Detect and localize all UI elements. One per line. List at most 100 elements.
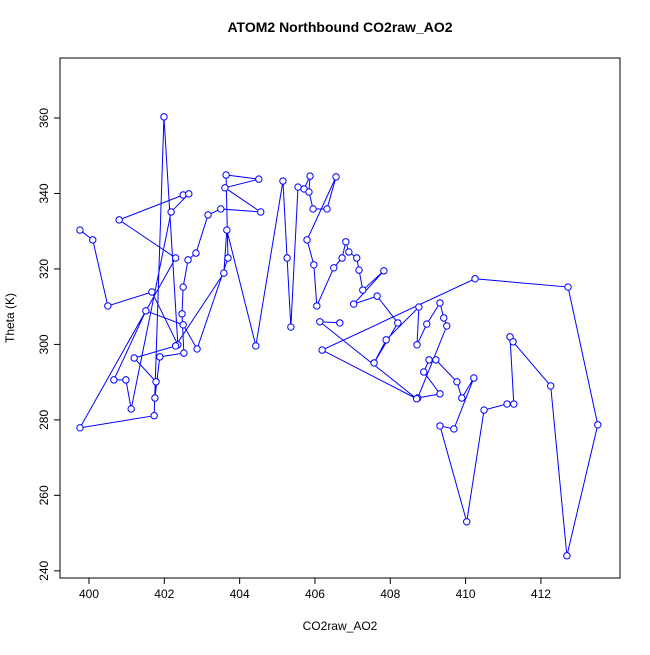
data-point [436, 422, 444, 430]
data-point [332, 173, 340, 181]
data-point [252, 342, 260, 350]
data-point [184, 256, 192, 264]
x-tick-label: 408 [380, 587, 400, 601]
data-point [323, 205, 331, 213]
data-point [380, 267, 388, 275]
data-point [104, 302, 112, 310]
data-point [179, 283, 187, 291]
data-point [436, 299, 444, 307]
data-point [204, 211, 212, 219]
data-point [355, 266, 363, 274]
data-point [279, 177, 287, 185]
data-point [306, 172, 314, 180]
data-point [470, 374, 478, 382]
data-point [510, 400, 518, 408]
data-point [305, 188, 313, 196]
data-point [563, 552, 571, 560]
x-tick-label: 402 [154, 587, 174, 601]
data-point [547, 382, 555, 390]
data-point [303, 236, 311, 244]
data-point [179, 321, 187, 329]
data-point [440, 314, 448, 322]
data-point [316, 318, 324, 326]
data-point [220, 269, 228, 277]
data-point [76, 226, 84, 234]
y-tick-label: 360 [37, 108, 51, 128]
data-point [436, 390, 444, 398]
data-point [373, 292, 381, 300]
data-point [257, 208, 265, 216]
data-point [415, 303, 423, 311]
data-point [178, 310, 186, 318]
x-axis-label: CO2raw_AO2 [303, 619, 378, 633]
data-point [287, 323, 295, 331]
data-point [222, 171, 230, 179]
data-point [425, 356, 433, 364]
data-point [564, 283, 572, 291]
data-point [255, 175, 263, 183]
x-tick-label: 406 [305, 587, 325, 601]
data-point [115, 216, 123, 224]
data-point [180, 349, 188, 357]
data-point [336, 319, 344, 327]
data-point [330, 264, 338, 272]
data-point [122, 376, 130, 384]
data-point [76, 424, 84, 432]
y-tick-label: 300 [37, 334, 51, 354]
data-point [150, 412, 158, 420]
y-tick-label: 340 [37, 183, 51, 203]
data-point [594, 421, 602, 429]
data-point [283, 254, 291, 262]
data-point [130, 354, 138, 362]
y-tick-label: 280 [37, 410, 51, 430]
data-point [221, 184, 229, 192]
data-point [338, 254, 346, 262]
data-point [394, 319, 402, 327]
data-point [480, 406, 488, 414]
data-point [370, 359, 378, 367]
data-point [127, 405, 135, 413]
data-point [171, 342, 180, 350]
x-tick-label: 410 [456, 587, 476, 601]
data-point [167, 208, 175, 216]
data-point [313, 302, 321, 310]
data-point [412, 395, 421, 403]
data-point [309, 205, 317, 213]
x-tick-label: 404 [230, 587, 250, 601]
y-tick-label: 320 [37, 259, 51, 279]
data-point [423, 320, 431, 328]
data-point [432, 356, 440, 364]
data-point [148, 288, 156, 296]
data-point [151, 394, 159, 402]
data-point [458, 394, 466, 402]
data-point [160, 113, 168, 121]
data-point [509, 338, 517, 346]
data-point [503, 400, 511, 408]
data-point [342, 238, 350, 246]
data-point [294, 183, 302, 191]
data-point [463, 518, 471, 526]
data-point [89, 236, 97, 244]
data-point [224, 254, 232, 262]
data-point [413, 341, 421, 349]
data-point [353, 254, 361, 262]
data-point [171, 254, 180, 262]
plot-frame [59, 57, 621, 579]
data-point [453, 378, 461, 386]
data-point [471, 275, 479, 283]
data-point [185, 190, 193, 198]
data-point [443, 322, 451, 330]
data-point [359, 286, 367, 294]
data-point [142, 307, 150, 315]
x-tick-label: 412 [531, 587, 551, 601]
data-point [217, 205, 225, 213]
data-point [350, 300, 358, 308]
data-point [110, 376, 118, 384]
x-tick-label: 400 [79, 587, 99, 601]
data-point [450, 425, 458, 433]
data-point [310, 261, 318, 269]
data-point [223, 226, 231, 234]
chart-title: ATOM2 Northbound CO2raw_AO2 [227, 19, 452, 35]
